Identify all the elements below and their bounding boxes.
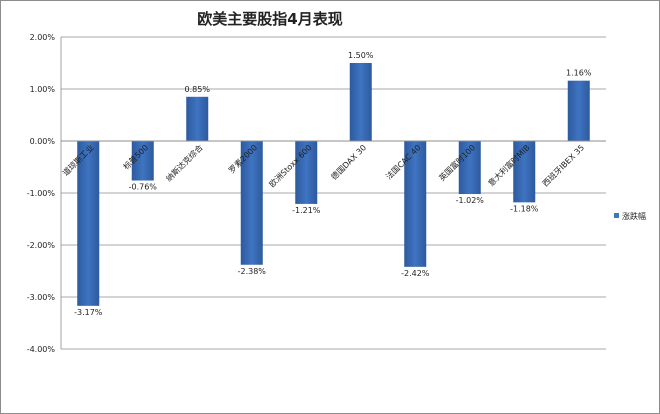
bar <box>349 63 372 141</box>
data-label: -1.21% <box>292 206 321 215</box>
data-label: -3.17% <box>74 308 103 317</box>
category-label: 西班牙IBEX 35 <box>540 142 586 188</box>
bar <box>295 141 318 204</box>
chart-title: 欧美主要股指4月表现 <box>197 10 342 28</box>
bar <box>458 141 481 195</box>
legend: 涨跌幅 <box>614 211 646 221</box>
data-label: 1.50% <box>348 51 374 60</box>
data-label: -0.76% <box>129 183 158 192</box>
bar <box>404 141 427 267</box>
data-label: -1.18% <box>510 204 539 213</box>
category-label: 德国DAX 30 <box>329 142 368 181</box>
category-label: 纳斯达克综合 <box>164 142 205 183</box>
data-label: -2.38% <box>238 267 267 276</box>
data-labels: -3.17% -0.76% 0.85% -2.38% -1.21% 1.50% -2.42%… <box>74 51 592 317</box>
legend-label: 涨跌幅 <box>622 211 646 221</box>
y-tick-label: -2.00% <box>27 241 56 250</box>
bar <box>567 80 590 141</box>
y-tick-label: 2.00% <box>30 33 56 42</box>
gridlines <box>60 36 606 350</box>
legend-swatch <box>614 213 619 218</box>
bars <box>77 63 590 306</box>
bar <box>240 141 263 265</box>
y-tick-label: -1.00% <box>27 189 56 198</box>
data-label: 0.85% <box>185 85 211 94</box>
y-tick-label: -4.00% <box>27 345 56 354</box>
bar <box>186 96 209 141</box>
data-label: -1.02% <box>456 196 485 205</box>
bar <box>131 141 154 181</box>
bar <box>513 141 536 203</box>
y-tick-label: -3.00% <box>27 293 56 302</box>
y-tick-label: 1.00% <box>30 85 56 94</box>
data-label: 1.16% <box>566 69 592 78</box>
bar <box>77 141 100 306</box>
y-tick-label: 0.00% <box>30 137 56 146</box>
data-label: -2.42% <box>401 269 430 278</box>
y-axis-tick-labels: 2.00% 1.00% 0.00% -1.00% -2.00% -3.00% -4.00% <box>27 33 56 354</box>
